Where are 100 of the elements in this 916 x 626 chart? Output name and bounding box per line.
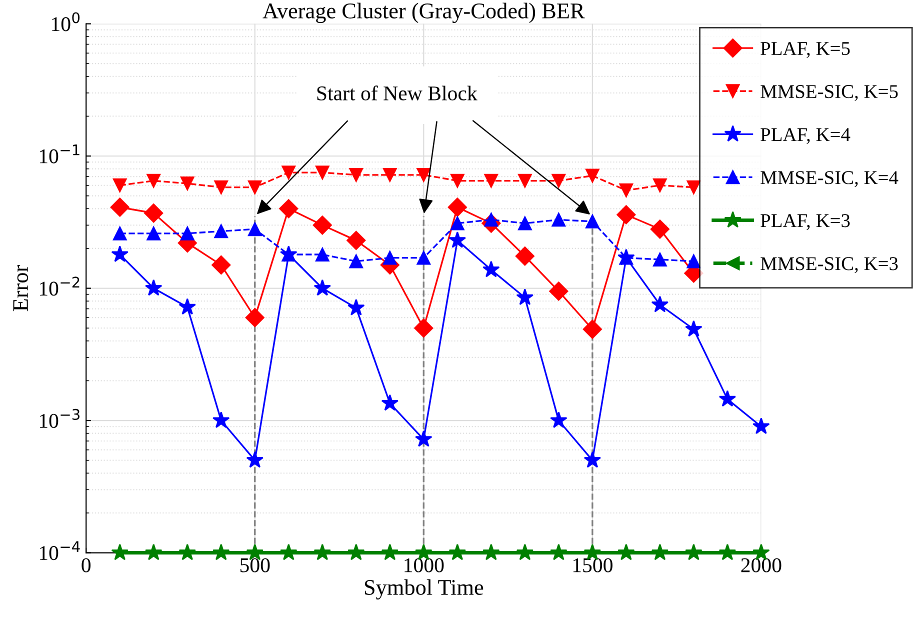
point xyxy=(112,178,127,192)
point xyxy=(416,168,431,182)
x-tick-label: 500 xyxy=(240,558,270,572)
x-tick-label: 0 xyxy=(82,558,91,572)
point xyxy=(110,198,130,217)
point xyxy=(144,279,162,296)
legend-label: PLAF, K=5 xyxy=(760,42,850,58)
y-tick-label: 10$^{0}$ xyxy=(52,12,80,32)
point xyxy=(585,168,600,183)
point xyxy=(144,204,164,223)
point xyxy=(482,544,500,560)
point xyxy=(248,222,262,236)
point xyxy=(214,180,228,194)
point xyxy=(280,544,298,560)
point xyxy=(448,544,466,560)
x-tick-label: 2000 xyxy=(741,558,782,572)
point xyxy=(381,544,399,560)
point xyxy=(448,231,466,248)
point xyxy=(448,198,467,217)
point xyxy=(111,544,128,560)
point xyxy=(518,216,532,230)
point xyxy=(312,216,332,235)
point xyxy=(346,230,366,250)
point xyxy=(414,318,434,338)
x-tick-label: 1500 xyxy=(573,558,612,572)
point xyxy=(686,254,701,268)
legend-label: MMSE-SIC, K=5 xyxy=(760,85,898,101)
point xyxy=(585,214,600,228)
point xyxy=(315,248,330,262)
x-axis-title: Symbol Time xyxy=(364,579,484,600)
point xyxy=(752,418,770,434)
point xyxy=(651,296,669,312)
point xyxy=(381,394,399,411)
point xyxy=(619,183,634,198)
point xyxy=(180,176,194,190)
point xyxy=(112,226,127,240)
point xyxy=(515,246,534,266)
point xyxy=(582,320,602,339)
point xyxy=(146,174,161,188)
point xyxy=(214,224,228,238)
legend-label: PLAF, K=3 xyxy=(760,214,850,230)
point xyxy=(349,254,364,268)
point xyxy=(212,544,230,560)
legend-label: MMSE-SIC, K=4 xyxy=(760,171,898,187)
point xyxy=(348,298,365,316)
point xyxy=(415,430,432,447)
point xyxy=(382,250,397,265)
point xyxy=(416,250,431,265)
point xyxy=(178,298,196,315)
point xyxy=(314,544,332,560)
point xyxy=(516,288,534,306)
point xyxy=(282,166,296,180)
point xyxy=(552,212,566,227)
point xyxy=(382,168,397,182)
point xyxy=(549,282,568,301)
point xyxy=(652,252,667,266)
point xyxy=(349,168,364,182)
y-tick-label: 10$^{−1}$ xyxy=(40,144,80,164)
point xyxy=(314,279,332,296)
chart-title: Average Cluster (Gray-Coded) BER xyxy=(262,2,585,24)
y-axis-title: Error xyxy=(13,265,28,312)
legend-label: MMSE-SIC, K=3 xyxy=(760,257,898,274)
point xyxy=(279,199,298,218)
point xyxy=(482,260,500,278)
point xyxy=(518,174,532,188)
y-tick-label: 10$^{−2}$ xyxy=(40,276,80,296)
point xyxy=(550,411,568,428)
point xyxy=(348,544,365,560)
point xyxy=(111,245,128,262)
point xyxy=(516,544,534,560)
y-tick-label: 10$^{−3}$ xyxy=(40,408,80,428)
point xyxy=(685,544,702,560)
point xyxy=(718,390,736,407)
y-tick-label: 10$^{−4}$ xyxy=(40,541,80,560)
point xyxy=(652,178,667,192)
point xyxy=(685,320,702,337)
x-tick-label: 1000 xyxy=(404,558,444,572)
point xyxy=(246,451,264,468)
point xyxy=(484,174,498,188)
point xyxy=(212,411,230,428)
point xyxy=(245,308,264,328)
legend-label: PLAF, K=4 xyxy=(760,128,850,144)
point xyxy=(584,451,602,468)
point xyxy=(248,180,262,194)
point xyxy=(618,544,635,560)
point xyxy=(651,544,669,560)
point xyxy=(552,174,566,188)
point xyxy=(450,174,464,188)
point xyxy=(550,544,568,560)
point xyxy=(718,544,736,560)
point xyxy=(616,205,636,224)
point xyxy=(686,180,701,194)
point xyxy=(450,216,464,230)
annotation: Start of New Block xyxy=(317,86,478,100)
point xyxy=(315,166,330,180)
point xyxy=(180,226,194,240)
point xyxy=(144,544,162,560)
point xyxy=(178,544,196,560)
point xyxy=(146,226,161,240)
point xyxy=(650,220,670,239)
